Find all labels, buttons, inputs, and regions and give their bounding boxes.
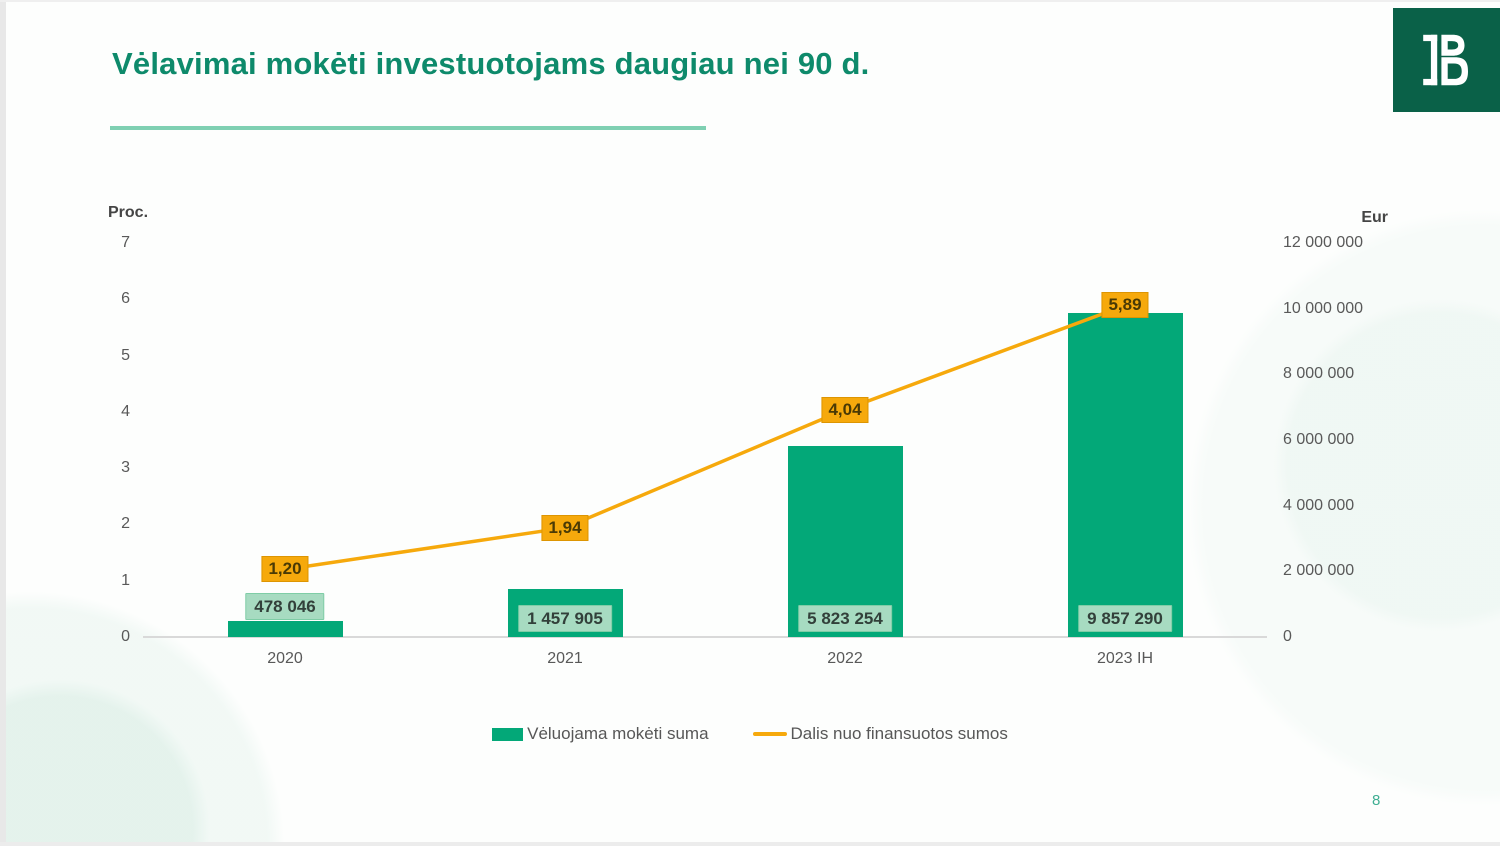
lb-monogram-icon [1422, 34, 1468, 86]
left-axis-tick: 2 [121, 515, 130, 533]
bar-value-label: 1 457 905 [518, 605, 612, 632]
legend-item: Vėluojama mokėti suma [492, 724, 709, 744]
x-axis-label: 2022 [827, 650, 863, 667]
right-axis-tick: 2 000 000 [1283, 562, 1355, 580]
bar-value-label: 9 857 290 [1078, 605, 1172, 632]
legend-item: Dalis nuo finansuotos sumos [752, 724, 1008, 744]
right-axis-tick: 10 000 000 [1283, 299, 1364, 317]
slide-edge-left [0, 0, 6, 846]
right-axis-tick: 4 000 000 [1283, 496, 1355, 514]
left-axis-tick: 3 [121, 459, 130, 477]
slide-title: Vėlavimai mokėti investuotojams daugiau … [112, 46, 870, 81]
bar-value-label: 478 046 [245, 593, 325, 621]
bank-logo [1393, 8, 1500, 112]
left-axis-tick: 7 [121, 234, 130, 251]
bar [1067, 313, 1183, 637]
line-point-label: 1,20 [261, 556, 309, 583]
page-number: 8 [1372, 792, 1381, 809]
right-axis-tick: 6 000 000 [1283, 431, 1355, 448]
line-point-label: 5,89 [1101, 292, 1149, 319]
right-axis-tick: 12 000 000 [1283, 234, 1364, 251]
legend-label: Vėluojama mokėti suma [527, 724, 709, 743]
title-underline [110, 126, 706, 130]
left-axis-tick: 4 [121, 402, 130, 420]
left-axis-tick: 6 [121, 290, 130, 308]
legend-label: Dalis nuo finansuotos sumos [790, 724, 1008, 743]
slide-edge-bottom [0, 842, 1500, 846]
line-point-label: 4,04 [821, 396, 869, 423]
legend-line-swatch-icon [752, 732, 787, 736]
right-axis-title: Eur [1361, 209, 1388, 226]
x-axis-line [143, 636, 1267, 638]
x-axis-label: 2020 [267, 650, 303, 667]
chart-legend: Vėluojama mokėti suma Dalis nuo finansuot… [0, 724, 1500, 744]
x-axis-label: 2023 IH [1096, 650, 1154, 667]
line-point-label: 1,94 [541, 514, 589, 541]
left-axis-tick: 0 [121, 628, 130, 645]
right-axis-tick: 8 000 000 [1283, 365, 1355, 383]
bar [227, 621, 343, 637]
slide-edge-top [0, 0, 1500, 2]
left-axis-title: Proc. [108, 204, 149, 221]
right-axis-tick: 0 [1283, 628, 1292, 645]
left-axis-tick: 1 [121, 571, 130, 589]
left-axis-tick: 5 [121, 346, 130, 364]
legend-bar-swatch-icon [492, 727, 524, 741]
bar-value-label: 5 823 254 [798, 605, 892, 632]
x-axis-label: 2021 [547, 650, 583, 667]
